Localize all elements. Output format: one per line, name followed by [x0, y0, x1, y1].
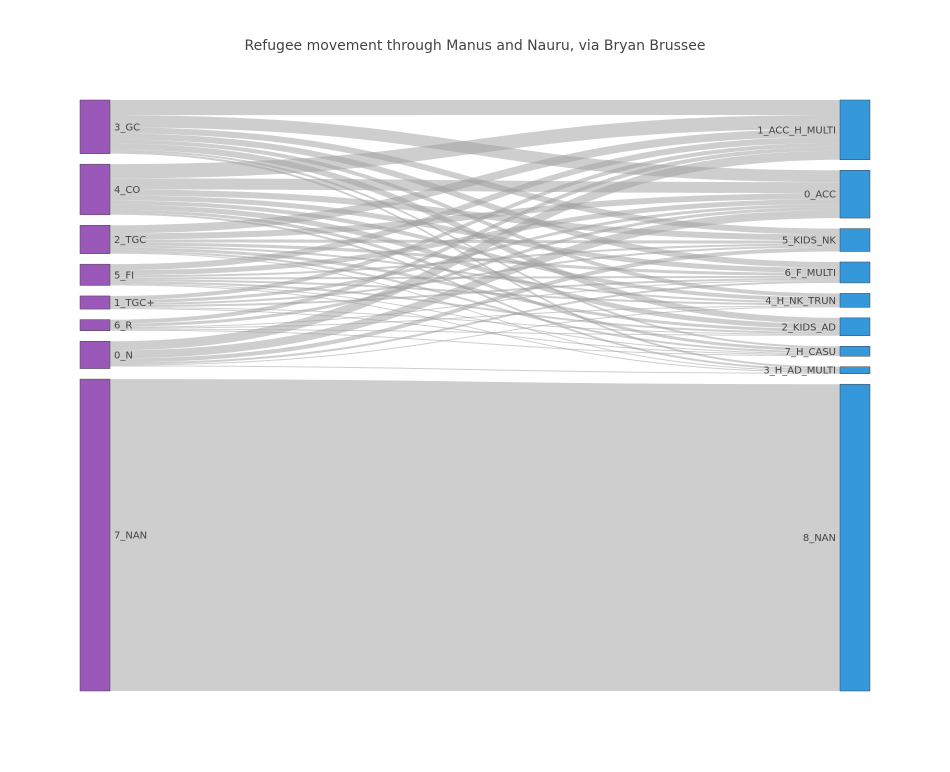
source-label-2_TGC: 2_TGC [114, 235, 146, 246]
sankey-link-1_TGC+-to-1_ACC_H_MULTI[interactable] [110, 142, 840, 300]
target-node-2_KIDS_AD[interactable] [839, 317, 871, 337]
sankey-link-2_TGC-to-7_H_CASU[interactable] [110, 250, 840, 354]
target-node-4_H_NK_TRUN[interactable] [839, 293, 871, 308]
target-label-8_NAN: 8_NAN [803, 533, 836, 544]
sankey-link-5_FI-to-2_KIDS_AD[interactable] [110, 281, 840, 334]
labels-layer: 3_GC 4_CO 2_TGC 5_FI 1_TGC+ 6_R 0_N 7_NAN 1_ACC_… [114, 122, 836, 544]
source-label-4_CO: 4_CO [114, 185, 140, 196]
source-node-0_N[interactable] [79, 340, 111, 369]
target-node-7_H_CASU[interactable] [839, 346, 871, 357]
sankey-link-0_N-to-6_F_MULTI[interactable] [110, 280, 840, 365]
target-node-8_NAN[interactable] [839, 383, 871, 692]
sankey-link-0_N-to-0_ACC[interactable] [110, 210, 840, 359]
sankey-link-2_TGC-to-2_KIDS_AD[interactable] [110, 247, 840, 332]
target-label-4_H_NK_TRUN: 4_H_NK_TRUN [765, 296, 836, 307]
sankey-link-7_NAN-to-8_NAN[interactable] [110, 379, 840, 691]
sankey-link-3_GC-to-1_ACC_H_MULTI[interactable] [110, 100, 840, 116]
target-label-6_F_MULTI: 6_F_MULTI [785, 268, 836, 279]
sankey-link-5_FI-to-3_H_AD_MULTI[interactable] [110, 284, 840, 373]
sankey-link-0_N-to-5_KIDS_NK[interactable] [110, 247, 840, 363]
sankey-link-1_TGC+-to-5_KIDS_NK[interactable] [110, 245, 840, 306]
sankey-link-5_FI-to-6_F_MULTI[interactable] [110, 275, 840, 280]
target-label-1_ACC_H_MULTI: 1_ACC_H_MULTI [757, 125, 836, 136]
sankey-link-0_N-to-3_H_AD_MULTI[interactable] [110, 365, 840, 374]
target-label-7_H_CASU: 7_H_CASU [785, 347, 836, 358]
sankey-link-6_R-to-4_H_NK_TRUN[interactable] [110, 305, 840, 329]
source-node-7_NAN[interactable] [79, 378, 111, 692]
source-label-3_GC: 3_GC [114, 122, 140, 133]
source-node-6_R[interactable] [79, 319, 111, 331]
sankey-link-6_R-to-1_ACC_H_MULTI[interactable] [110, 146, 840, 324]
sankey-link-5_FI-to-7_H_CASU[interactable] [110, 283, 840, 355]
target-label-5_KIDS_NK: 5_KIDS_NK [782, 236, 836, 247]
source-label-6_R: 6_R [114, 321, 132, 332]
sankey-link-5_FI-to-0_ACC[interactable] [110, 199, 840, 276]
source-node-5_FI[interactable] [79, 263, 111, 286]
sankey-link-0_N-to-4_H_NK_TRUN[interactable] [110, 306, 840, 366]
source-label-7_NAN: 7_NAN [114, 531, 147, 542]
sankey-link-2_TGC-to-0_ACC[interactable] [110, 193, 840, 240]
source-node-1_TGC+[interactable] [79, 295, 111, 310]
target-label-0_ACC: 0_ACC [804, 190, 836, 201]
sankey-link-6_R-to-0_ACC[interactable] [110, 207, 840, 327]
sankey-link-6_R-to-2_KIDS_AD[interactable] [110, 328, 840, 336]
target-label-2_KIDS_AD: 2_KIDS_AD [782, 322, 837, 333]
sankey-link-2_TGC-to-6_F_MULTI[interactable] [110, 242, 840, 276]
target-node-3_H_AD_MULTI[interactable] [839, 366, 871, 374]
sankey-link-6_R-to-7_H_CASU[interactable] [110, 329, 840, 357]
sankey-link-5_FI-to-5_KIDS_NK[interactable] [110, 243, 840, 278]
target-label-3_H_AD_MULTI: 3_H_AD_MULTI [763, 366, 836, 377]
sankey-link-1_TGC+-to-7_H_CASU[interactable] [110, 308, 840, 356]
source-label-5_FI: 5_FI [114, 270, 134, 281]
links-layer [110, 100, 840, 691]
sankey-link-1_TGC+-to-2_KIDS_AD[interactable] [110, 307, 840, 335]
sankey-link-1_TGC+-to-6_F_MULTI[interactable] [110, 277, 840, 308]
source-node-2_TGC[interactable] [79, 225, 111, 254]
sankey-link-2_TGC-to-5_KIDS_NK[interactable] [110, 239, 840, 244]
source-node-3_GC[interactable] [79, 99, 111, 154]
nodes-layer [79, 99, 871, 692]
sankey-link-2_TGC-to-3_H_AD_MULTI[interactable] [110, 252, 840, 372]
target-node-5_KIDS_NK[interactable] [839, 228, 871, 252]
source-node-4_CO[interactable] [79, 163, 111, 216]
source-label-1_TGC+: 1_TGC+ [114, 298, 155, 309]
sankey-link-5_FI-to-1_ACC_H_MULTI[interactable] [110, 136, 840, 271]
chart-title: Refugee movement through Manus and Nauru… [245, 38, 706, 54]
sankey-link-4_CO-to-1_ACC_H_MULTI[interactable] [110, 114, 840, 179]
target-node-0_ACC[interactable] [839, 170, 871, 219]
source-label-0_N: 0_N [114, 350, 133, 361]
target-node-6_F_MULTI[interactable] [839, 261, 871, 284]
sankey-link-2_TGC-to-1_ACC_H_MULTI[interactable] [110, 128, 840, 234]
sankey-link-4_CO-to-0_ACC[interactable] [110, 178, 840, 194]
target-node-1_ACC_H_MULTI[interactable] [839, 99, 871, 161]
sankey-link-0_N-to-1_ACC_H_MULTI[interactable] [110, 150, 840, 351]
